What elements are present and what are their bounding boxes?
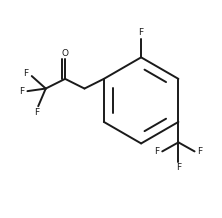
Text: F: F [139, 28, 144, 37]
Text: F: F [176, 163, 181, 172]
Text: F: F [24, 69, 29, 78]
Text: F: F [35, 108, 40, 117]
Text: F: F [19, 87, 24, 96]
Text: O: O [62, 49, 69, 58]
Text: F: F [198, 147, 203, 156]
Text: F: F [154, 147, 159, 156]
